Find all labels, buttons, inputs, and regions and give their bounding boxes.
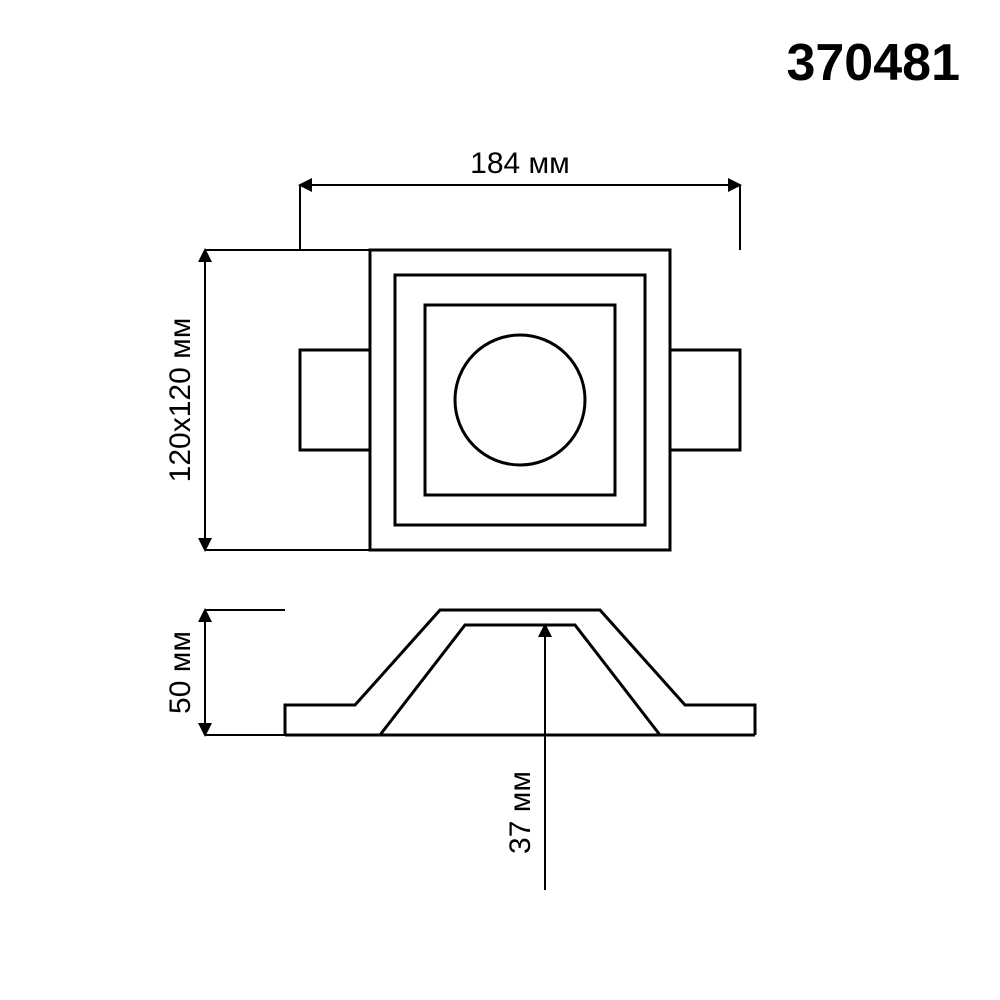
side-inner-profile (380, 625, 660, 735)
side-view (285, 610, 755, 735)
top-view (300, 250, 740, 550)
top-outer-square (370, 250, 670, 550)
side-outer-profile (285, 610, 755, 735)
part-number: 370481 (786, 34, 960, 92)
dim-height-label: 50 мм (164, 631, 197, 714)
top-circle (455, 335, 585, 465)
top-tab-left (300, 350, 370, 450)
dim-width-label: 184 мм (470, 147, 570, 180)
top-mid-square (395, 275, 645, 525)
dimensions: 184 мм 120x120 мм 50 мм 37 мм (164, 147, 740, 890)
dim-inner-label: 37 мм (504, 771, 537, 854)
top-tab-right (670, 350, 740, 450)
dim-body-label: 120x120 мм (164, 318, 197, 483)
